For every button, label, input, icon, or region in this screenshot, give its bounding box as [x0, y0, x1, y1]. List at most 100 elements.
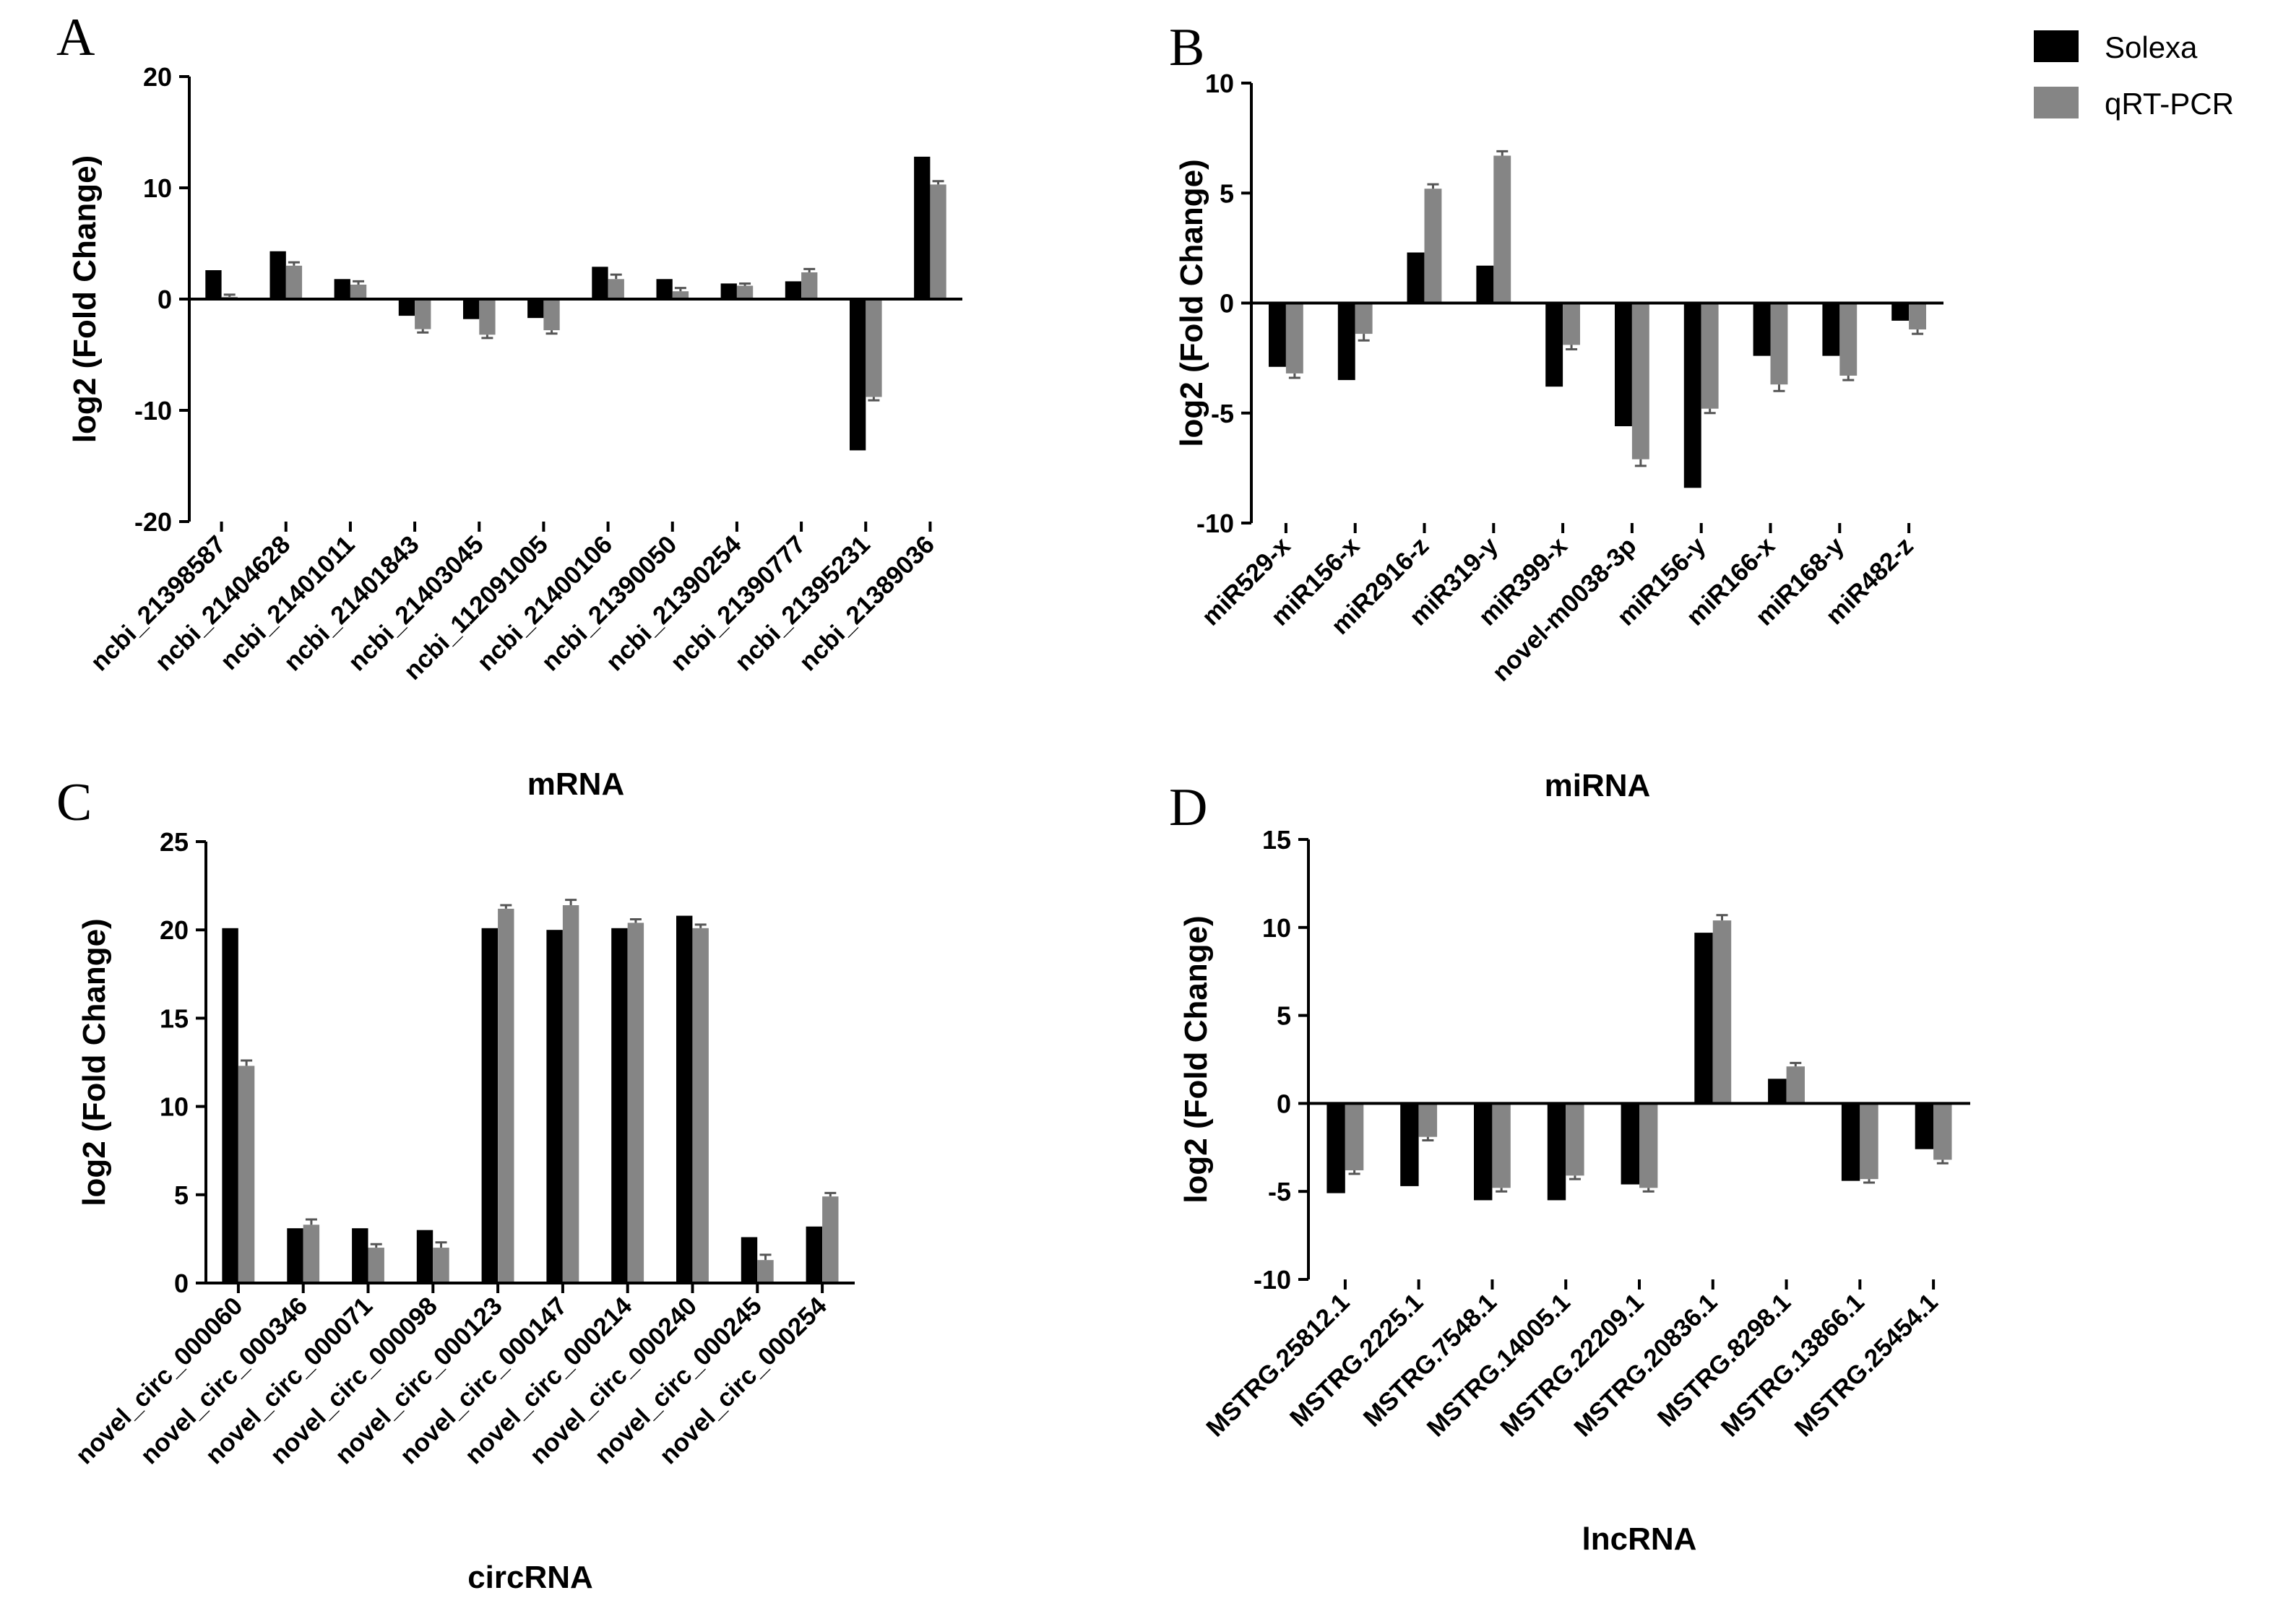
bar-solexa-b-6: [1683, 303, 1701, 488]
bar-qrt-pcr-a-10: [866, 299, 882, 397]
bar-solexa-b-3: [1476, 265, 1494, 303]
x-axis-title-d: lncRNA: [1582, 1521, 1697, 1557]
x-axis-title-b: miRNA: [1545, 768, 1651, 803]
bar-qrt-pcr-c-6: [627, 923, 644, 1283]
bar-qrt-pcr-a-4: [479, 299, 496, 335]
y-tick-label-d-4: 10: [1262, 913, 1291, 943]
bar-solexa-c-2: [352, 1228, 368, 1283]
bar-solexa-d-5: [1694, 933, 1713, 1104]
bar-solexa-d-4: [1621, 1103, 1639, 1185]
y-tick-label-a-1: -10: [134, 396, 172, 426]
bar-qrt-pcr-c-5: [562, 905, 579, 1283]
bar-qrt-pcr-d-8: [1933, 1103, 1952, 1160]
chart-panel-d: D-10-5051015MSTRG.25812.1MSTRG.2225.1MST…: [1169, 778, 1970, 1557]
bar-qrt-pcr-d-4: [1639, 1103, 1658, 1188]
bar-qrt-pcr-a-8: [736, 285, 754, 299]
bar-solexa-a-11: [914, 156, 931, 299]
x-tick-label-d-1: MSTRG.2225.1: [1285, 1288, 1429, 1433]
x-tick-label-d-6: MSTRG.8298.1: [1652, 1288, 1797, 1433]
legend-label-qrt-pcr: qRT-PCR: [2105, 87, 2234, 121]
bar-solexa-c-6: [611, 928, 628, 1283]
y-tick-label-b-0: -10: [1196, 509, 1234, 538]
bar-solexa-a-10: [850, 299, 866, 451]
bar-qrt-pcr-b-6: [1701, 303, 1719, 409]
x-axis-title-a: mRNA: [527, 766, 624, 802]
legend-label-solexa: Solexa: [2105, 30, 2198, 64]
bar-qrt-pcr-b-4: [1563, 303, 1580, 345]
y-axis-title-c: log2 (Fold Change): [77, 918, 112, 1206]
bar-qrt-pcr-a-1: [285, 265, 303, 299]
bar-solexa-d-3: [1547, 1103, 1566, 1201]
bar-solexa-a-3: [398, 299, 415, 316]
bar-solexa-c-7: [676, 915, 693, 1283]
y-tick-label-a-0: -20: [134, 507, 172, 537]
bar-solexa-b-1: [1337, 303, 1355, 381]
bar-qrt-pcr-a-11: [930, 184, 946, 299]
bar-qrt-pcr-d-1: [1418, 1103, 1438, 1137]
y-tick-label-c-4: 20: [160, 915, 189, 945]
y-axis-title-d: log2 (Fold Change): [1178, 915, 1214, 1203]
bar-qrt-pcr-a-6: [608, 279, 624, 299]
y-tick-label-c-2: 10: [160, 1092, 189, 1122]
bar-solexa-a-1: [269, 251, 286, 299]
bar-qrt-pcr-c-3: [433, 1248, 449, 1283]
legend-swatch-qrt-pcr: [2034, 87, 2079, 118]
bar-qrt-pcr-a-2: [350, 285, 367, 299]
bar-qrt-pcr-b-8: [1839, 303, 1858, 376]
bar-solexa-d-7: [1841, 1103, 1860, 1181]
panel-letter-d: D: [1169, 778, 1207, 837]
bar-qrt-pcr-c-4: [498, 908, 514, 1283]
y-tick-label-d-0: -10: [1254, 1265, 1291, 1295]
y-axis-title-a: log2 (Fold Change): [67, 155, 103, 443]
bar-solexa-c-5: [546, 930, 563, 1283]
bar-solexa-a-8: [720, 283, 737, 299]
bar-qrt-pcr-b-9: [1909, 303, 1926, 329]
bar-qrt-pcr-d-2: [1492, 1103, 1511, 1188]
bar-solexa-d-1: [1400, 1103, 1419, 1186]
y-tick-label-a-4: 20: [143, 62, 172, 92]
bar-solexa-a-5: [527, 299, 544, 319]
bar-qrt-pcr-c-0: [238, 1066, 255, 1283]
bar-solexa-d-2: [1474, 1103, 1493, 1201]
bar-qrt-pcr-b-1: [1355, 303, 1373, 334]
bar-solexa-a-4: [463, 299, 480, 319]
bar-solexa-b-8: [1822, 303, 1840, 356]
chart-panel-b: B-10-50510miR529-xmiR156-xmiR2916-zmiR31…: [1169, 18, 1943, 803]
bar-solexa-c-9: [806, 1226, 822, 1283]
bar-qrt-pcr-a-3: [415, 299, 431, 329]
bar-solexa-a-0: [205, 270, 222, 299]
y-axis-title-b: log2 (Fold Change): [1174, 159, 1209, 446]
bar-solexa-d-0: [1326, 1103, 1345, 1193]
legend-swatch-solexa: [2034, 30, 2079, 62]
y-tick-label-b-3: 5: [1220, 178, 1234, 208]
bar-solexa-c-0: [222, 928, 238, 1283]
bar-solexa-c-3: [416, 1230, 433, 1283]
y-tick-label-c-0: 0: [174, 1269, 189, 1298]
bar-qrt-pcr-b-3: [1493, 155, 1511, 303]
y-tick-label-a-2: 0: [158, 285, 172, 314]
bar-solexa-b-5: [1615, 303, 1632, 426]
bar-solexa-c-1: [287, 1228, 303, 1283]
panel-letter-b: B: [1169, 18, 1204, 77]
y-tick-label-c-5: 25: [160, 827, 189, 857]
bar-solexa-b-9: [1891, 303, 1910, 321]
bar-qrt-pcr-c-9: [822, 1196, 839, 1283]
bar-qrt-pcr-d-0: [1345, 1103, 1364, 1170]
bar-qrt-pcr-a-7: [672, 291, 689, 299]
bar-solexa-a-6: [592, 267, 608, 299]
bar-solexa-b-2: [1407, 252, 1425, 303]
bar-qrt-pcr-d-5: [1712, 920, 1732, 1104]
bar-qrt-pcr-d-7: [1860, 1103, 1878, 1180]
panel-letter-c: C: [56, 773, 92, 832]
bar-solexa-a-7: [656, 279, 673, 299]
bar-solexa-d-6: [1768, 1079, 1787, 1104]
bar-qrt-pcr-b-7: [1770, 303, 1788, 385]
bar-qrt-pcr-b-5: [1631, 303, 1649, 459]
bar-qrt-pcr-c-1: [303, 1225, 320, 1283]
y-tick-label-d-3: 5: [1277, 1001, 1291, 1031]
bar-qrt-pcr-a-9: [801, 272, 818, 299]
bar-solexa-b-7: [1753, 303, 1771, 356]
bar-solexa-c-8: [741, 1237, 758, 1283]
panel-letter-a: A: [56, 8, 95, 67]
